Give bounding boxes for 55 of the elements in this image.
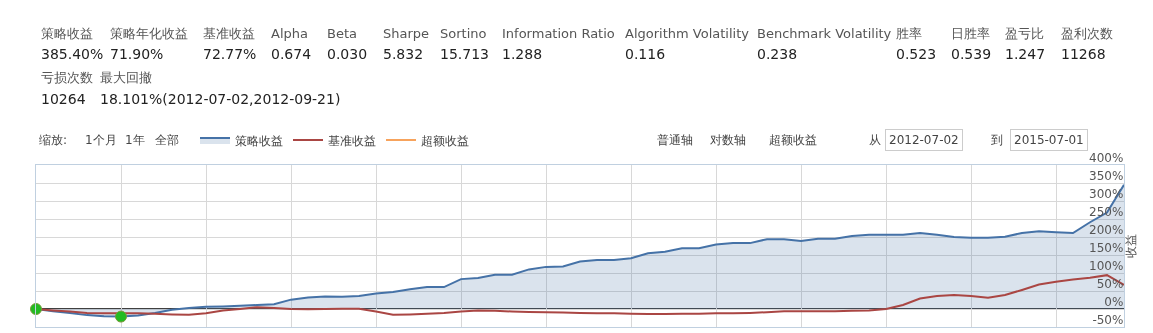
text: 0.674 [271, 46, 312, 62]
y-tick-label: 150% [1089, 241, 1124, 256]
text: 2015-07-01 [1014, 133, 1084, 147]
text: 盈利次数 [1061, 26, 1113, 41]
legend-label: 基准收益 [328, 133, 376, 148]
y-tick-label: 0% [1104, 295, 1124, 310]
text: 15.713 [440, 46, 489, 62]
text: 0.238 [757, 46, 798, 62]
text: 日胜率 [951, 26, 990, 41]
text: Sortino [440, 26, 487, 41]
text: Algorithm Volatility [625, 26, 750, 41]
y-tick-label: 100% [1089, 259, 1124, 274]
text: Alpha [271, 26, 308, 41]
legend-label: 策略收益 [235, 133, 283, 148]
y-tick-label: 200% [1089, 223, 1124, 238]
text: 1.288 [502, 46, 543, 62]
text: 1年 [125, 133, 145, 147]
text: 71.90% [110, 46, 164, 62]
text: 缩放: [39, 133, 68, 147]
text: 胜率 [896, 26, 922, 41]
text: 超额收益 [769, 133, 817, 147]
text: Benchmark Volatility [757, 26, 892, 41]
text: 5.832 [383, 46, 424, 62]
text: 1个月 [85, 133, 117, 147]
text: 到 [991, 133, 1003, 147]
text: 18.101%(2012-07-02,2012-09-21) [100, 91, 341, 107]
text: 72.77% [203, 46, 257, 62]
y-tick-label: -50% [1092, 313, 1124, 328]
text: 从 [869, 133, 881, 147]
text: 11268 [1061, 46, 1106, 62]
text: 亏损次数 [41, 70, 93, 85]
text: 0.523 [896, 46, 937, 62]
text: 策略收益 [41, 26, 93, 41]
text: 0.116 [625, 46, 666, 62]
text: 10264 [41, 91, 86, 107]
text: Information Ratio [502, 26, 615, 41]
text: 最大回撤 [100, 70, 152, 85]
text: 0.539 [951, 46, 992, 62]
text: 385.40% [41, 46, 104, 62]
text: 基准收益 [203, 26, 255, 41]
text: 策略年化收益 [110, 26, 188, 41]
y-axis-title: 收益 [1124, 234, 1139, 258]
text: 2012-07-02 [889, 133, 959, 147]
text: Beta [327, 26, 357, 41]
text: 对数轴 [710, 133, 746, 147]
y-tick-label: 400% [1089, 151, 1124, 166]
text: 0.030 [327, 46, 368, 62]
text: Sharpe [383, 26, 430, 41]
legend-label: 超额收益 [421, 133, 469, 148]
y-tick-label: 350% [1089, 169, 1124, 184]
text: 盈亏比 [1005, 26, 1044, 41]
text: 普通轴 [657, 133, 693, 147]
text: 1.247 [1005, 46, 1046, 62]
text: 全部 [155, 133, 179, 147]
y-tick-label: 50% [1096, 277, 1124, 292]
